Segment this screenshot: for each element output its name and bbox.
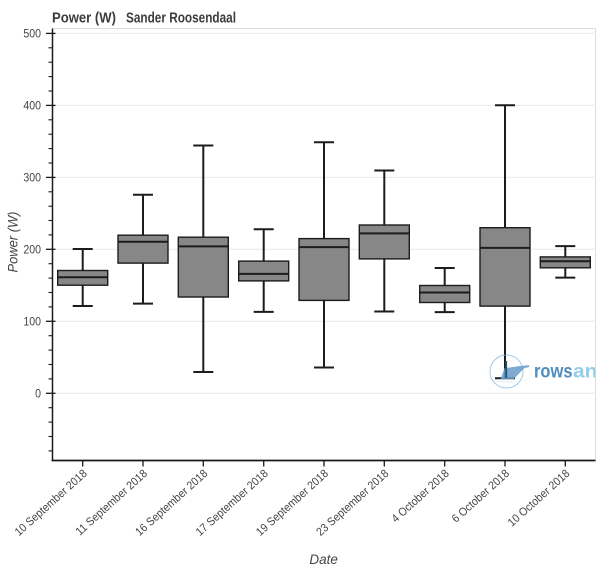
svg-text:100: 100 [23,316,41,328]
svg-text:Sander Roosendaal: Sander Roosendaal [126,9,236,26]
svg-text:300: 300 [23,173,41,185]
svg-text:Date: Date [309,551,338,567]
svg-text:Power (W): Power (W) [5,212,21,273]
svg-text:an: an [573,361,598,383]
svg-text:Power (W): Power (W) [52,9,116,26]
svg-text:rows: rows [534,361,573,383]
svg-text:400: 400 [23,101,41,113]
svg-text:200: 200 [23,244,41,256]
svg-text:500: 500 [23,29,41,41]
svg-text:0: 0 [35,388,41,400]
